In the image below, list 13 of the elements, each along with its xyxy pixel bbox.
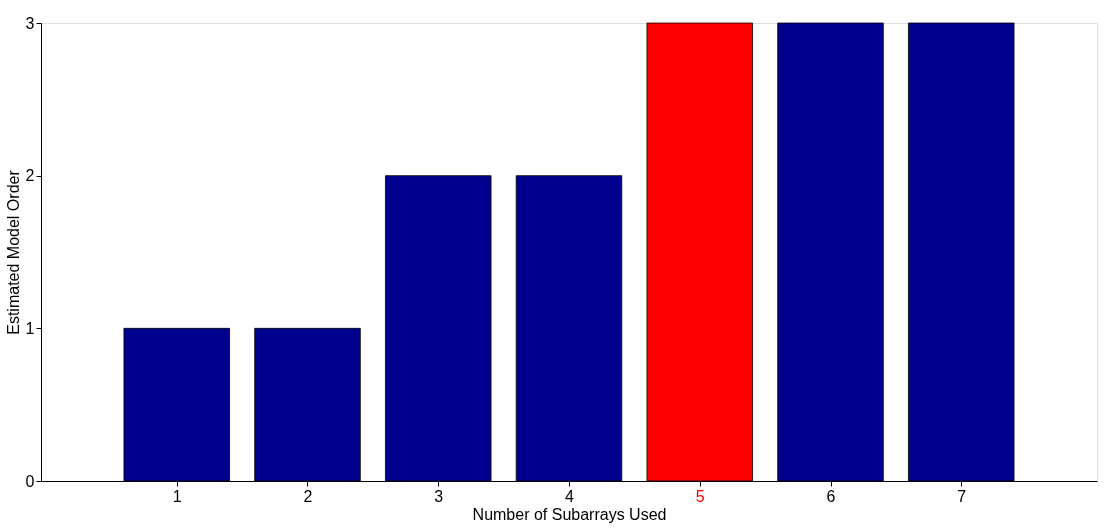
x-tick-label: 5 [695,487,705,505]
x-tick-label: 2 [303,487,313,505]
x-tick-label: 6 [826,487,836,505]
x-axis-title: Number of Subarrays Used [472,505,667,523]
y-tick-label: 0 [25,472,35,490]
y-axis-title: Estimated Model Order [4,169,22,335]
x-tick-label: 7 [957,487,967,505]
x-tick-label: 4 [565,487,575,505]
y-tick-label: 3 [25,14,35,32]
x-tick-label: 3 [434,487,444,505]
x-tick-label: 1 [172,487,182,505]
y-tick-label: 1 [25,319,35,337]
y-tick-label: 2 [25,167,35,185]
